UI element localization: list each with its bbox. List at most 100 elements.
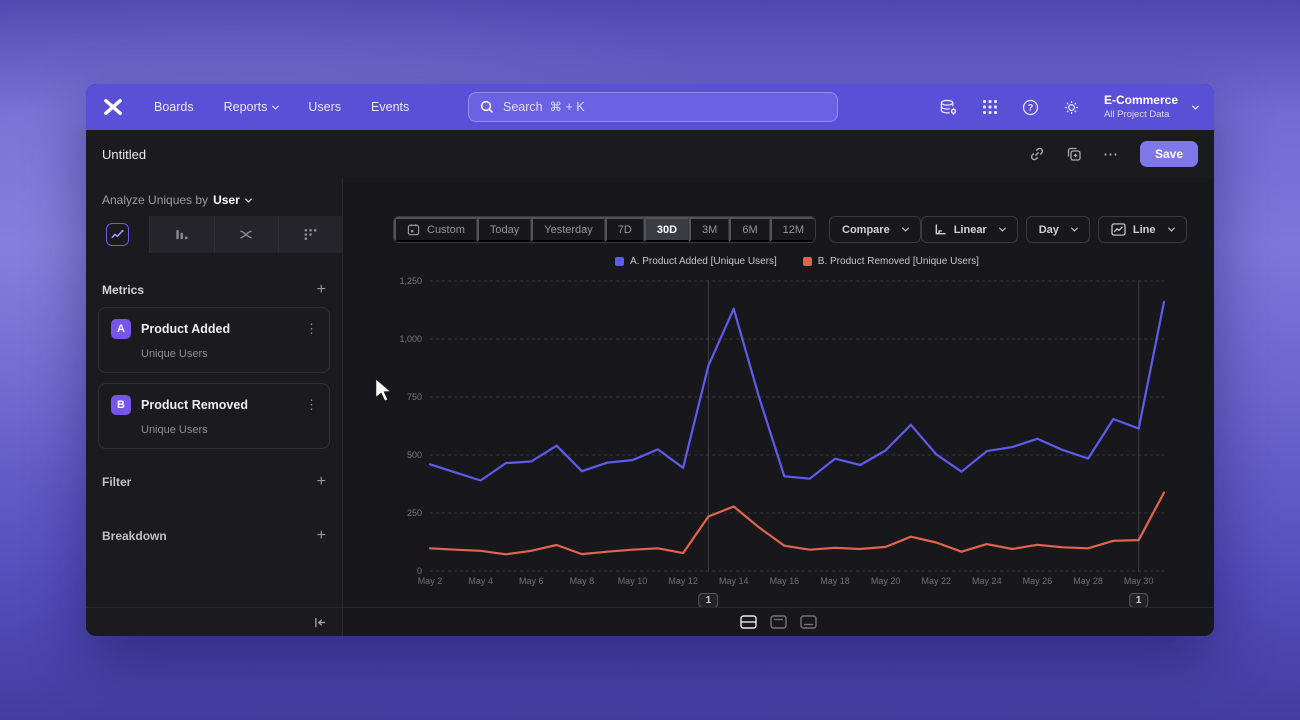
range-button-3m[interactable]: 3M: [689, 217, 730, 242]
breakdown-label: Breakdown: [102, 529, 167, 543]
copy-link-icon[interactable]: [1029, 146, 1045, 162]
line-chart-plot: 0 250 500 750 1,000 1,250 May 2 May 4 May 6 May …: [399, 276, 1166, 608]
mixpanel-logo-icon[interactable]: [102, 98, 124, 116]
chart-type-tab-bar[interactable]: [150, 216, 215, 253]
top-navbar: Boards Reports Users Events: [86, 84, 1214, 130]
metric-badge: A: [111, 319, 131, 339]
add-filter-button[interactable]: +: [316, 473, 326, 490]
nav-item-boards[interactable]: Boards: [154, 100, 194, 114]
more-options-button[interactable]: ⋯: [1102, 146, 1119, 163]
chart-style-dropdown[interactable]: Line: [1097, 216, 1187, 243]
chevron-down-icon: [998, 224, 1006, 232]
collapse-sidebar-icon[interactable]: [314, 617, 327, 628]
chevron-down-icon: [244, 195, 252, 203]
project-selector[interactable]: E-Commerce All Project Data: [1103, 93, 1200, 120]
range-button-yesterday[interactable]: Yesterday: [531, 217, 605, 242]
project-name: E-Commerce: [1103, 93, 1178, 107]
breakdown-row: Breakdown +: [86, 527, 342, 544]
metric-kebab-menu-icon[interactable]: ⋮: [305, 321, 318, 336]
metric-name: Product Added: [141, 322, 231, 336]
legend-label: B. Product Removed [Unique Users]: [817, 256, 979, 267]
y-tick-label: 750: [406, 392, 422, 402]
query-builder-sidebar: Analyze Uniques by User Metrics + A Prod…: [86, 178, 343, 636]
chevron-down-icon: [1191, 102, 1200, 110]
nav-item-users[interactable]: Users: [308, 100, 342, 114]
search-input[interactable]: [468, 92, 838, 122]
x-tick-label: May 4: [468, 576, 493, 586]
metric-kebab-menu-icon[interactable]: ⋮: [305, 397, 318, 412]
compare-dropdown[interactable]: Compare: [829, 216, 921, 243]
chart-type-tab-insights-line[interactable]: [86, 216, 151, 253]
legend-label: A. Product Added [Unique Users]: [630, 256, 777, 267]
legend-item[interactable]: B. Product Removed [Unique Users]: [802, 256, 979, 267]
chart-legend: A. Product Added [Unique Users] B. Produc…: [430, 256, 1164, 267]
project-subtitle: All Project Data: [1103, 109, 1170, 120]
add-breakdown-button[interactable]: +: [316, 527, 326, 544]
search-field[interactable]: [503, 100, 826, 114]
y-tick-label: 1,000: [399, 334, 422, 344]
x-tick-label: May 8: [569, 576, 595, 586]
legend-item[interactable]: A. Product Added [Unique Users]: [615, 256, 777, 267]
x-tick-label: May 30: [1123, 576, 1154, 586]
save-button[interactable]: Save: [1139, 141, 1198, 167]
metric-badge: B: [111, 395, 131, 415]
metrics-header: Metrics: [102, 283, 145, 297]
metric-subtitle: Unique Users: [141, 348, 208, 360]
series-line-b: [428, 491, 1166, 556]
chart-type-tab-flow[interactable]: [214, 216, 279, 253]
annotation-badge[interactable]: 1: [1128, 593, 1149, 608]
chevron-down-icon: [272, 102, 280, 110]
chart-svg: [428, 280, 1166, 572]
duplicate-icon[interactable]: [1066, 146, 1082, 162]
metric-card-a[interactable]: A Product Added Unique Users ⋮: [98, 307, 330, 373]
metric-subtitle: Unique Users: [141, 424, 208, 436]
analyze-by-dropdown[interactable]: User: [213, 193, 252, 207]
add-metric-button[interactable]: +: [316, 281, 326, 298]
report-title[interactable]: Untitled: [102, 146, 147, 162]
range-button-6m[interactable]: 6M: [729, 217, 770, 242]
chart-type-tabstrip: [86, 216, 342, 253]
settings-gear-icon[interactable]: [1063, 99, 1080, 116]
range-button-custom[interactable]: Custom: [394, 217, 477, 242]
range-button-12m[interactable]: 12M: [769, 217, 816, 242]
bar-icon: [170, 223, 193, 246]
x-tick-label: May 12: [668, 576, 698, 586]
y-tick-label: 0: [416, 566, 422, 576]
x-tick-label: May 20: [870, 576, 901, 586]
x-tick-label: May 14: [718, 576, 749, 586]
svg-text:?: ?: [1028, 102, 1033, 112]
flow-icon: [234, 223, 258, 246]
app-window: Boards Reports Users Events: [86, 84, 1214, 636]
nav-right-group: ? E-Commerce All Project Data: [939, 93, 1200, 120]
nav-item-events[interactable]: Events: [371, 100, 410, 114]
interval-dropdown[interactable]: Day: [1025, 216, 1090, 243]
apps-grid-icon[interactable]: [982, 99, 998, 115]
range-button-30d[interactable]: 30D: [643, 217, 690, 242]
legend-swatch: [615, 257, 625, 266]
date-range-segmented-control: Custom Today Yesterday 7D 30D 3M 6M 12M: [393, 216, 817, 243]
help-icon[interactable]: ?: [1022, 99, 1039, 116]
search-icon: [480, 100, 494, 114]
chart-panel: Custom Today Yesterday 7D 30D 3M 6M 12M Compare…: [343, 178, 1214, 636]
annotation-badge[interactable]: 1: [698, 593, 719, 608]
range-button-today[interactable]: Today: [476, 217, 532, 242]
view-layout-footer: [343, 607, 1214, 636]
scale-dropdown[interactable]: Linear: [920, 216, 1018, 243]
x-tick-label: May 28: [1073, 576, 1103, 586]
analyze-by-label: Analyze Uniques by: [102, 193, 209, 207]
nav-item-reports[interactable]: Reports: [224, 100, 280, 114]
x-tick-label: May 16: [769, 576, 800, 586]
linear-axis-icon: [934, 223, 947, 236]
layout-toggle-table-view[interactable]: [798, 613, 819, 631]
range-button-7d[interactable]: 7D: [604, 217, 644, 242]
data-management-icon[interactable]: [939, 99, 958, 116]
metric-card-b[interactable]: B Product Removed Unique Users ⋮: [98, 383, 330, 449]
layout-toggle-chart-view[interactable]: [768, 613, 789, 631]
insights-line-icon: [106, 223, 130, 246]
chart-type-tab-funnel-dots[interactable]: [278, 216, 342, 253]
y-tick-label: 250: [406, 508, 422, 518]
chevron-down-icon: [1167, 224, 1175, 232]
layout-toggle-split-view[interactable]: [738, 613, 759, 631]
calendar-icon: [407, 223, 420, 236]
